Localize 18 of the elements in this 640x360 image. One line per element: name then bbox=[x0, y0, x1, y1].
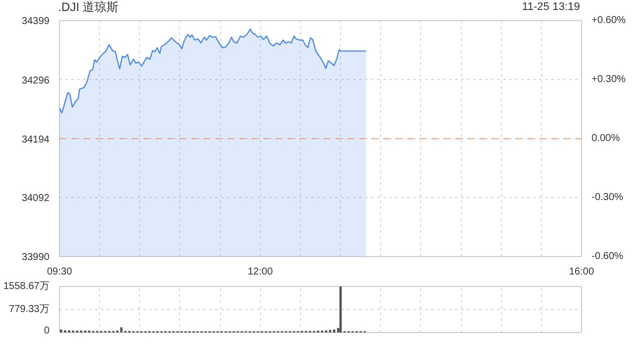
y2-tick-label: -0.60% bbox=[592, 251, 624, 262]
x-tick-label: 12:00 bbox=[248, 266, 274, 278]
y-tick-label: 33990 bbox=[22, 252, 50, 263]
y-tick-label: 1558.67万 bbox=[3, 281, 50, 292]
y2-tick-label: -0.30% bbox=[592, 192, 624, 203]
x-tick-label: 09:30 bbox=[46, 266, 72, 278]
y-tick-label: 34399 bbox=[22, 16, 50, 27]
text: 11-25 13:19 bbox=[522, 0, 580, 14]
x-tick-label: 16:00 bbox=[568, 266, 594, 278]
y-tick-label: 34194 bbox=[22, 134, 50, 146]
y-tick-label: 34092 bbox=[22, 193, 50, 204]
y2-tick-label: 0.00% bbox=[592, 133, 620, 144]
y2-tick-label: +0.30% bbox=[592, 74, 626, 85]
y-tick-label: 779.33万 bbox=[8, 304, 50, 315]
y2-tick-label: +0.60% bbox=[592, 15, 626, 26]
y-tick-label: 0 bbox=[44, 326, 50, 336]
y-tick-label: 34296 bbox=[22, 75, 50, 86]
chart-title: .DJI 道琼斯 bbox=[58, 0, 119, 14]
